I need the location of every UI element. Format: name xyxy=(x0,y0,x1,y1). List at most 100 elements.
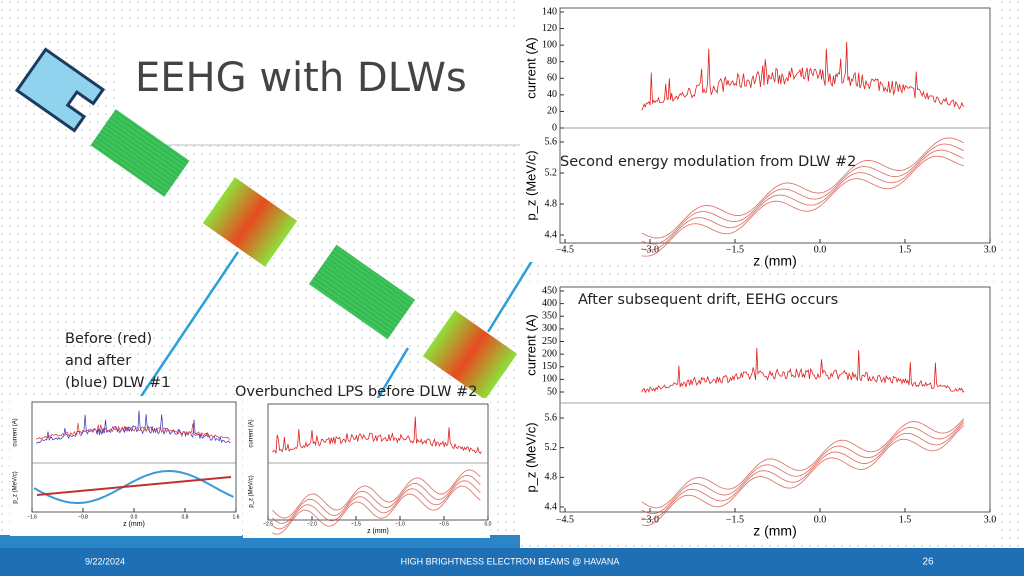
phase-space-trace xyxy=(272,469,481,519)
y-tick-label: 5.6 xyxy=(545,136,558,147)
y-tick-label: 5.2 xyxy=(545,167,558,178)
current-trace xyxy=(35,422,231,440)
x-tick-label: 3.0 xyxy=(984,514,997,525)
current-axis-label: current (A) xyxy=(523,314,538,375)
plot-background xyxy=(10,396,242,536)
y-tick-label: 4.4 xyxy=(545,501,558,512)
y-tick-label: 5.6 xyxy=(545,412,558,423)
current-axis-label: current (A) xyxy=(249,419,255,447)
y-tick-label: 300 xyxy=(542,323,557,334)
x-tick-label: 1.6 xyxy=(233,514,240,520)
label-line: (blue) DLW #1 xyxy=(65,375,171,391)
x-tick-label: −0.8 xyxy=(78,514,88,520)
footer-center: HIGH BRIGHTNESS ELECTRON BEAMS @ HAVANA xyxy=(401,556,620,566)
plot-frame xyxy=(559,286,991,513)
footer-date: 9/22/2024 xyxy=(85,556,125,566)
phase-space-trace xyxy=(272,474,481,524)
phase-space-trace xyxy=(641,422,965,521)
x-tick-label: −4.5 xyxy=(556,244,574,255)
pointer-2 xyxy=(376,347,410,399)
pz-axis-label: p_z (MeV/c) xyxy=(523,422,538,492)
x-tick-label: 0.0 xyxy=(814,514,827,525)
title-area xyxy=(120,30,520,140)
x-tick-label: 0.0 xyxy=(814,244,827,255)
phase-space-trace xyxy=(641,149,964,251)
x-tick-label: 1.5 xyxy=(899,514,912,525)
phase-space-trace xyxy=(272,480,481,530)
x-tick-label: 0.8 xyxy=(182,514,189,520)
current-trace xyxy=(641,41,965,111)
x-tick-label: −2.5 xyxy=(263,521,273,527)
phase-space-trace xyxy=(641,418,965,509)
phase-space-trace xyxy=(641,425,965,526)
phase-space-trace xyxy=(641,143,964,245)
x-tick-label: −4.5 xyxy=(556,514,574,525)
x-tick-label: 0.0 xyxy=(485,521,492,527)
annotation: After subsequent drift, EEHG occurs xyxy=(578,292,838,308)
phase-space-trace xyxy=(641,137,964,239)
y-tick-label: 60 xyxy=(547,73,557,84)
x-tick-label: 3.0 xyxy=(984,244,997,255)
y-tick-label: 100 xyxy=(542,374,557,385)
footer-page: 26 xyxy=(922,557,934,568)
x-tick-label: −1.5 xyxy=(726,514,744,525)
y-tick-label: 150 xyxy=(542,361,557,372)
x-tick-label: −1.5 xyxy=(726,244,744,255)
title: EEHG with DLWs xyxy=(135,55,467,101)
z-axis-label: z (mm) xyxy=(753,523,797,539)
current-axis-label: current (A) xyxy=(523,37,538,98)
x-tick-label: −1.6 xyxy=(27,514,37,520)
current-trace xyxy=(641,347,965,394)
z-axis-label: z (mm) xyxy=(367,528,389,535)
current-trace xyxy=(272,416,482,455)
x-tick-label: −2.0 xyxy=(307,521,317,527)
x-tick-label: −1.0 xyxy=(395,521,405,527)
pz-axis-label: p_z (MeV/c) xyxy=(523,150,538,220)
phase-space-trace xyxy=(36,476,232,496)
label-line: Before (red) xyxy=(65,331,153,347)
plot-frame xyxy=(559,7,991,244)
plot-frame xyxy=(267,403,489,521)
current-trace xyxy=(36,410,231,444)
z-axis-label: z (mm) xyxy=(123,521,145,528)
y-tick-label: 50 xyxy=(547,386,557,397)
x-tick-label: −1.5 xyxy=(351,521,361,527)
x-tick-label: 0.0 xyxy=(131,514,138,520)
pz-axis-label: p_z (MeV/c) xyxy=(13,471,19,503)
plot-background xyxy=(520,282,1000,544)
plot-background xyxy=(243,398,490,538)
pz-axis-label: p_z (MeV/c) xyxy=(249,475,255,507)
y-tick-label: 4.4 xyxy=(545,229,558,240)
y-tick-label: 20 xyxy=(547,106,557,117)
x-tick-label: −0.5 xyxy=(439,521,449,527)
gun-icon xyxy=(14,47,106,133)
y-tick-label: 140 xyxy=(542,6,557,17)
dipole-1 xyxy=(90,109,190,197)
y-tick-label: 40 xyxy=(547,89,557,100)
dlw-2 xyxy=(422,310,518,400)
z-axis-label: z (mm) xyxy=(753,253,797,269)
footer-bar xyxy=(0,548,1024,576)
annotation: Second energy modulation from DLW #2 xyxy=(560,154,856,170)
footer-accent xyxy=(0,535,520,548)
x-tick-label: 1.5 xyxy=(899,244,912,255)
y-tick-label: 80 xyxy=(547,56,557,67)
y-tick-label: 450 xyxy=(542,285,557,296)
y-tick-label: 100 xyxy=(542,39,557,50)
label-line: and after xyxy=(65,353,132,369)
phase-space-trace xyxy=(641,420,965,515)
dlw-1 xyxy=(202,177,298,267)
y-tick-label: 200 xyxy=(542,348,557,359)
y-tick-label: 5.2 xyxy=(545,442,558,453)
phase-space-trace xyxy=(272,485,481,535)
y-tick-label: 400 xyxy=(542,298,557,309)
phase-space-trace xyxy=(641,155,964,257)
current-axis-label: current (A) xyxy=(13,418,19,446)
y-tick-label: 4.8 xyxy=(545,198,558,209)
dipole-2 xyxy=(308,244,416,340)
before-after-label: Before (red) and after (blue) DLW #1 xyxy=(65,328,171,394)
annotation: Overbunched LPS before DLW #2 xyxy=(235,384,478,400)
plot-background xyxy=(520,0,1000,262)
y-tick-label: 350 xyxy=(542,311,557,322)
